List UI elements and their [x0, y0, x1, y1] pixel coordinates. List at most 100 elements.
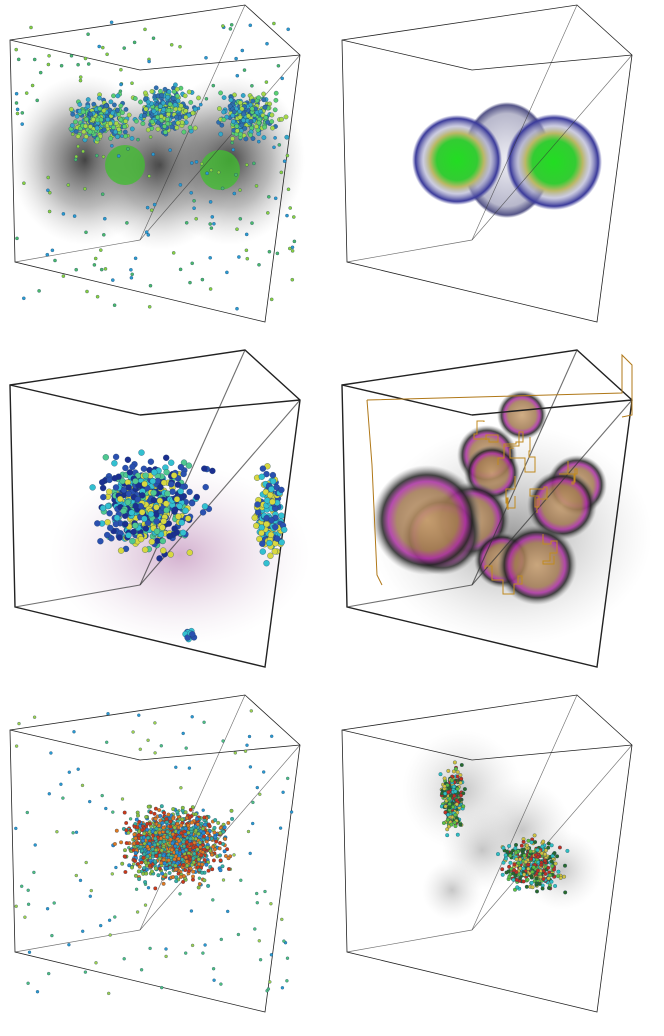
particle	[153, 836, 158, 841]
particle	[218, 90, 223, 96]
particle	[454, 802, 459, 807]
particle	[257, 263, 261, 267]
particle	[200, 162, 204, 166]
panel	[9, 349, 310, 668]
particle	[99, 484, 107, 492]
particle	[177, 488, 184, 495]
particle	[49, 751, 53, 755]
particle	[132, 40, 137, 45]
particle	[69, 54, 74, 58]
particle	[189, 842, 194, 846]
particle	[135, 841, 140, 846]
particle	[143, 27, 147, 32]
particle	[221, 95, 227, 100]
particle	[112, 520, 120, 528]
particle	[69, 123, 75, 128]
particle	[213, 835, 218, 840]
particle	[129, 276, 134, 280]
particle	[259, 548, 266, 555]
particle	[174, 875, 179, 880]
particle	[166, 812, 171, 817]
particle	[188, 836, 193, 841]
particle	[229, 808, 234, 813]
particle	[197, 862, 201, 866]
particle	[154, 537, 161, 544]
particle	[274, 535, 281, 542]
particle	[126, 112, 132, 118]
particle	[158, 840, 163, 845]
particle	[218, 858, 223, 863]
particle	[232, 853, 236, 857]
particle	[74, 154, 78, 159]
particle	[521, 847, 526, 852]
particle	[249, 106, 255, 112]
particle	[201, 808, 205, 812]
particle	[521, 879, 526, 884]
particle	[115, 93, 121, 99]
particle	[210, 867, 215, 872]
particle	[535, 868, 540, 873]
particle	[269, 297, 274, 302]
particle	[97, 44, 101, 49]
particle	[112, 453, 120, 461]
particle	[186, 89, 192, 95]
particle	[183, 114, 189, 120]
particle	[148, 283, 153, 288]
particle	[158, 813, 163, 818]
particle	[225, 270, 229, 275]
particle	[99, 504, 107, 512]
particle	[66, 183, 71, 187]
particle	[285, 213, 289, 218]
particle	[269, 112, 275, 118]
particle	[208, 222, 212, 226]
particle	[171, 120, 177, 126]
particle	[184, 951, 188, 955]
particle	[188, 807, 193, 812]
particle	[125, 221, 129, 225]
particle	[258, 958, 263, 962]
particle	[197, 882, 202, 886]
particle	[159, 848, 164, 853]
particle	[103, 103, 109, 109]
particle	[101, 127, 107, 132]
particle	[102, 454, 109, 461]
particle	[48, 190, 52, 195]
particle	[140, 828, 145, 833]
cube-edge	[471, 4, 578, 241]
particle	[511, 877, 516, 882]
particle	[164, 490, 171, 497]
cube-edge	[341, 4, 633, 323]
smoke	[422, 860, 482, 920]
particle	[78, 878, 83, 883]
particle	[512, 868, 517, 873]
particle	[278, 486, 285, 494]
particle	[221, 739, 225, 743]
particle	[182, 844, 187, 849]
particle	[184, 221, 189, 225]
particle	[122, 521, 129, 528]
particle	[174, 86, 180, 92]
particle	[563, 890, 568, 895]
particle	[190, 715, 194, 719]
particle	[541, 877, 546, 882]
particle	[169, 43, 174, 47]
particle	[37, 289, 41, 293]
particle	[46, 188, 50, 193]
particle	[53, 258, 57, 263]
particle	[198, 840, 202, 845]
particle	[138, 449, 145, 456]
particle	[550, 854, 555, 859]
particle	[171, 525, 178, 532]
particle	[209, 226, 214, 230]
particle	[279, 116, 284, 122]
particle	[217, 846, 222, 851]
cube-edge	[471, 399, 633, 416]
particle	[59, 782, 63, 786]
particle	[157, 830, 162, 835]
particle	[85, 289, 89, 294]
particle	[114, 120, 119, 126]
particle	[262, 770, 266, 774]
particle	[122, 810, 127, 815]
particle	[171, 807, 176, 812]
particle	[503, 853, 508, 858]
